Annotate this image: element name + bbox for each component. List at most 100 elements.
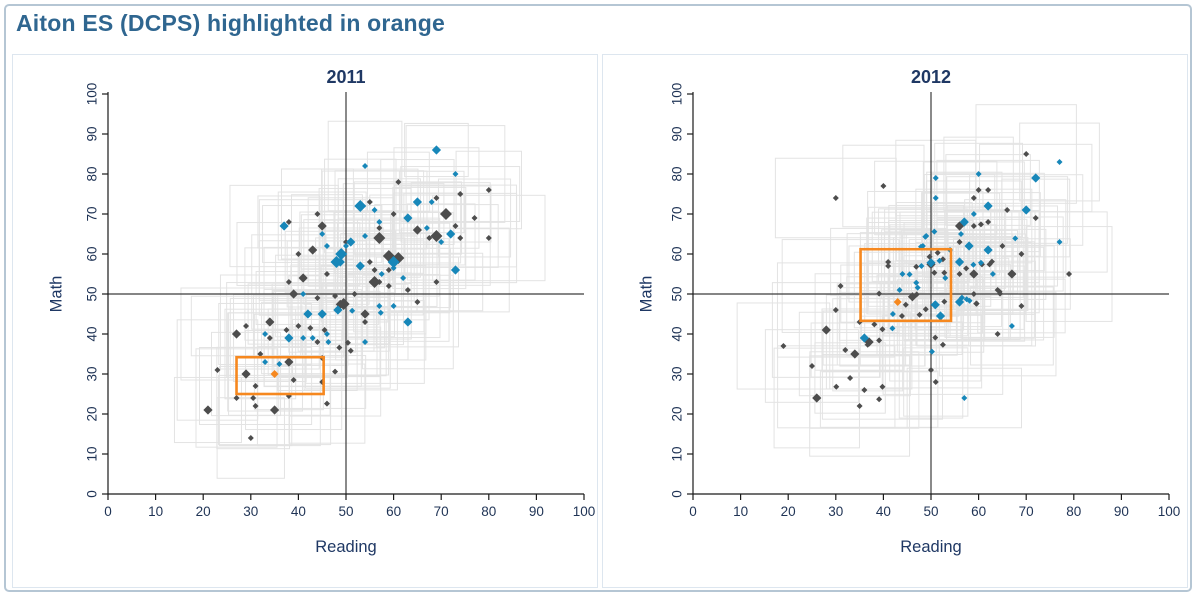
school-point — [276, 361, 283, 367]
ci-box — [903, 347, 969, 417]
panel-title: 2012 — [911, 67, 951, 87]
y-tick-label: 60 — [670, 246, 685, 261]
y-tick-label: 100 — [85, 83, 100, 106]
school-point — [970, 223, 977, 229]
school-point — [932, 175, 939, 181]
school-point — [485, 187, 492, 193]
figure-title: Aiton ES (DCPS) highlighted in orange — [16, 10, 446, 36]
ci-box — [261, 301, 346, 375]
school-point — [954, 221, 965, 231]
school-point — [371, 207, 378, 213]
ci-box — [398, 170, 465, 234]
school-point — [970, 195, 977, 201]
school-point — [344, 339, 351, 346]
school-point — [262, 359, 269, 365]
x-axis-label: Reading — [900, 538, 961, 556]
school-point — [426, 235, 433, 241]
school-point — [847, 375, 854, 381]
highlight-layer — [859, 247, 953, 323]
school-point — [780, 343, 787, 349]
x-tick-label: 100 — [573, 504, 596, 519]
x-tick-label: 80 — [481, 504, 496, 519]
school-point — [907, 292, 918, 302]
x-tick-label: 50 — [338, 504, 353, 519]
y-tick-label: 50 — [85, 286, 100, 301]
school-point — [941, 269, 948, 276]
school-point — [859, 333, 869, 343]
school-point — [284, 357, 294, 367]
school-point — [939, 341, 946, 348]
ci-box — [305, 300, 425, 384]
x-tick-label: 20 — [196, 504, 211, 519]
school-point — [485, 235, 492, 241]
ci-box — [228, 312, 331, 416]
school-point — [864, 341, 871, 348]
school-point — [335, 299, 345, 309]
school-point — [362, 163, 369, 169]
school-point — [317, 221, 327, 231]
y-tick-label: 40 — [670, 326, 685, 341]
school-point — [471, 215, 478, 221]
school-point — [351, 291, 358, 297]
school-point — [387, 256, 400, 268]
school-point — [433, 279, 440, 285]
points-layer — [780, 151, 1073, 409]
school-point — [343, 243, 349, 249]
school-point — [295, 251, 302, 257]
school-point — [423, 225, 430, 231]
school-point — [308, 245, 318, 255]
points-layer — [203, 145, 492, 441]
ci-box — [810, 322, 881, 378]
school-point — [975, 187, 982, 193]
ci-box — [336, 222, 451, 314]
school-point — [270, 405, 280, 415]
x-tick-label: 30 — [828, 504, 843, 519]
school-point — [438, 239, 445, 245]
school-point — [832, 195, 839, 201]
ci-box — [405, 125, 506, 223]
school-point — [336, 344, 343, 351]
ci-box — [1025, 226, 1113, 322]
ci-box — [224, 308, 297, 400]
school-point — [885, 263, 892, 269]
school-point — [1007, 269, 1017, 279]
ci-box — [1011, 211, 1108, 273]
school-point — [439, 208, 452, 220]
school-point — [390, 265, 397, 271]
school-point — [314, 339, 321, 345]
school-point — [931, 228, 938, 235]
school-point — [963, 265, 970, 272]
school-point — [1018, 303, 1025, 309]
school-point — [1032, 215, 1039, 221]
school-point — [988, 258, 995, 265]
school-point — [954, 257, 965, 267]
ci-box — [842, 144, 925, 228]
x-tick-label: 20 — [781, 504, 796, 519]
school-point — [452, 171, 459, 177]
x-tick-label: 0 — [104, 504, 112, 519]
school-point — [932, 334, 939, 341]
x-tick-label: 70 — [1019, 504, 1034, 519]
y-tick-label: 0 — [85, 490, 100, 498]
school-point — [871, 321, 878, 328]
ci-box — [404, 122, 469, 178]
school-point — [354, 200, 367, 212]
ci-box — [219, 274, 320, 370]
school-point — [963, 296, 970, 303]
school-point — [821, 325, 831, 335]
ci-box — [822, 310, 907, 366]
ci-box — [969, 174, 1084, 246]
school-point — [279, 221, 289, 231]
school-point — [250, 395, 257, 401]
ci-box — [307, 197, 394, 287]
panel-2012: 0 10 20 30 40 50 60 70 80 90 100 0 10 20 30 40 50 60 70 80 9… — [602, 54, 1188, 588]
ci-box — [895, 139, 977, 217]
school-point — [412, 197, 422, 207]
school-point — [330, 256, 343, 268]
school-point — [973, 300, 980, 307]
school-point — [842, 347, 849, 353]
school-point — [457, 191, 464, 197]
school-point — [349, 307, 356, 314]
school-point — [376, 279, 383, 285]
school-point — [994, 331, 1001, 337]
